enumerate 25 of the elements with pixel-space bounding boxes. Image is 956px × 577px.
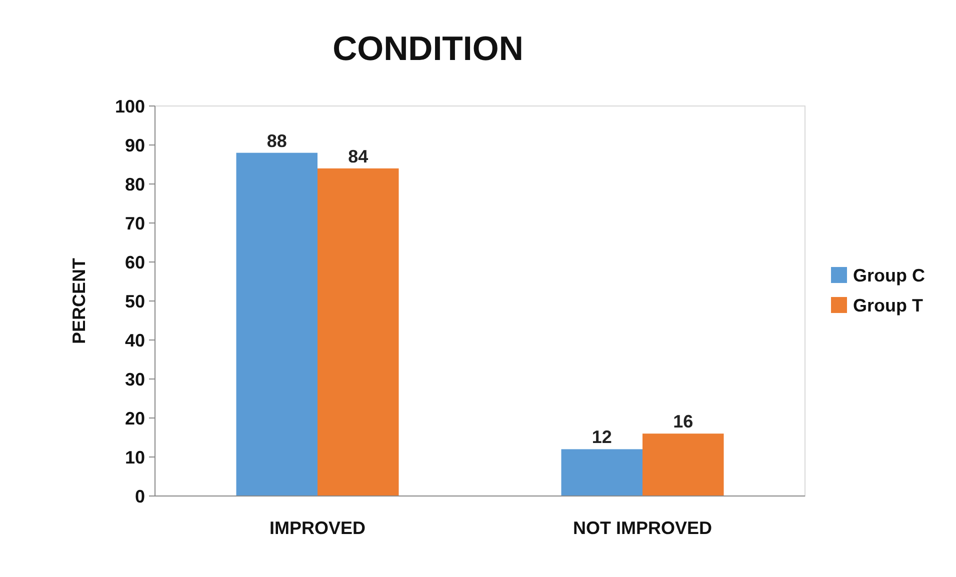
y-tick-label: 40 — [124, 330, 145, 350]
data-label: 84 — [348, 146, 368, 166]
data-label: 12 — [592, 427, 612, 448]
bar — [318, 168, 399, 496]
y-tick-label: 90 — [124, 135, 145, 156]
y-tick-label: 80 — [124, 174, 145, 194]
bar — [236, 152, 318, 496]
x-tick-label: IMPROVED — [269, 518, 366, 538]
y-tick-label: 0 — [134, 486, 145, 506]
legend-label: Group T — [853, 295, 923, 316]
legend-label: Group C — [853, 265, 925, 286]
data-label: 16 — [673, 412, 694, 432]
y-tick-label: 60 — [124, 252, 145, 272]
y-tick-label: 100 — [114, 96, 145, 116]
y-tick-label: 70 — [124, 213, 145, 234]
y-tick-label: 20 — [124, 408, 145, 428]
y-tick-label: 50 — [124, 291, 145, 312]
data-label: 88 — [266, 130, 287, 151]
bar — [561, 449, 642, 496]
y-tick-label: 30 — [124, 369, 145, 390]
y-axis-title: PERCENT — [69, 258, 89, 344]
chart-title: CONDITION — [332, 30, 524, 68]
x-tick-label: NOT IMPROVED — [572, 518, 712, 538]
bar — [642, 434, 724, 496]
y-tick-label: 10 — [124, 447, 145, 468]
